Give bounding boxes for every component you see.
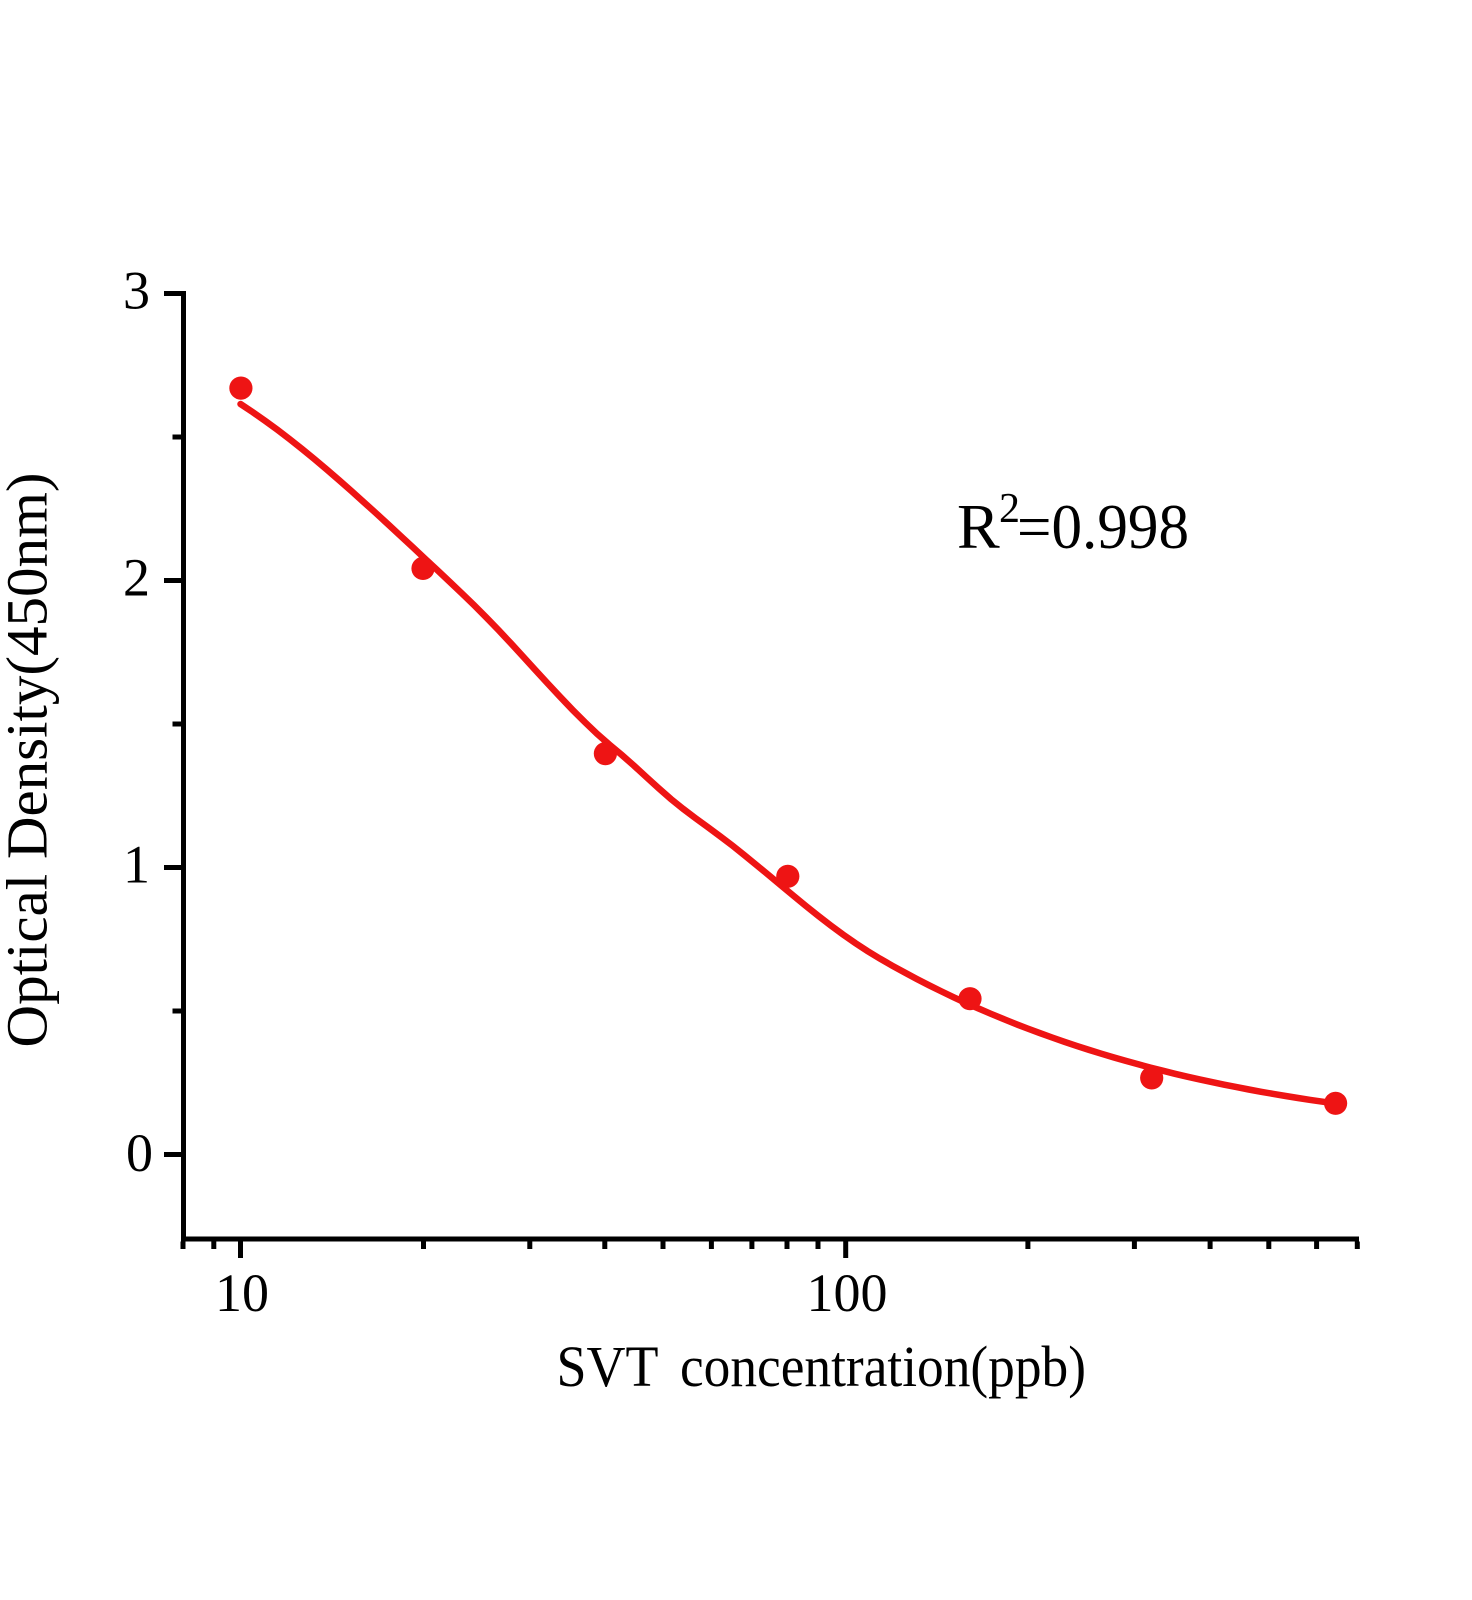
svg-text:1: 1: [123, 835, 150, 895]
svg-text:=0.998: =0.998: [1017, 491, 1189, 562]
svg-text:R: R: [957, 491, 1000, 562]
svg-text:3: 3: [123, 261, 150, 321]
svg-text:10: 10: [215, 1263, 269, 1323]
svg-text:0: 0: [126, 1123, 153, 1183]
svg-text:100: 100: [807, 1263, 888, 1323]
svg-text:concentration(ppb): concentration(ppb): [680, 1334, 1086, 1399]
svg-text:SVT: SVT: [557, 1334, 659, 1399]
svg-text:2: 2: [123, 548, 150, 608]
svg-text:2: 2: [999, 486, 1020, 532]
svg-text:Optical Density(450nm): Optical Density(450nm): [0, 473, 60, 1048]
